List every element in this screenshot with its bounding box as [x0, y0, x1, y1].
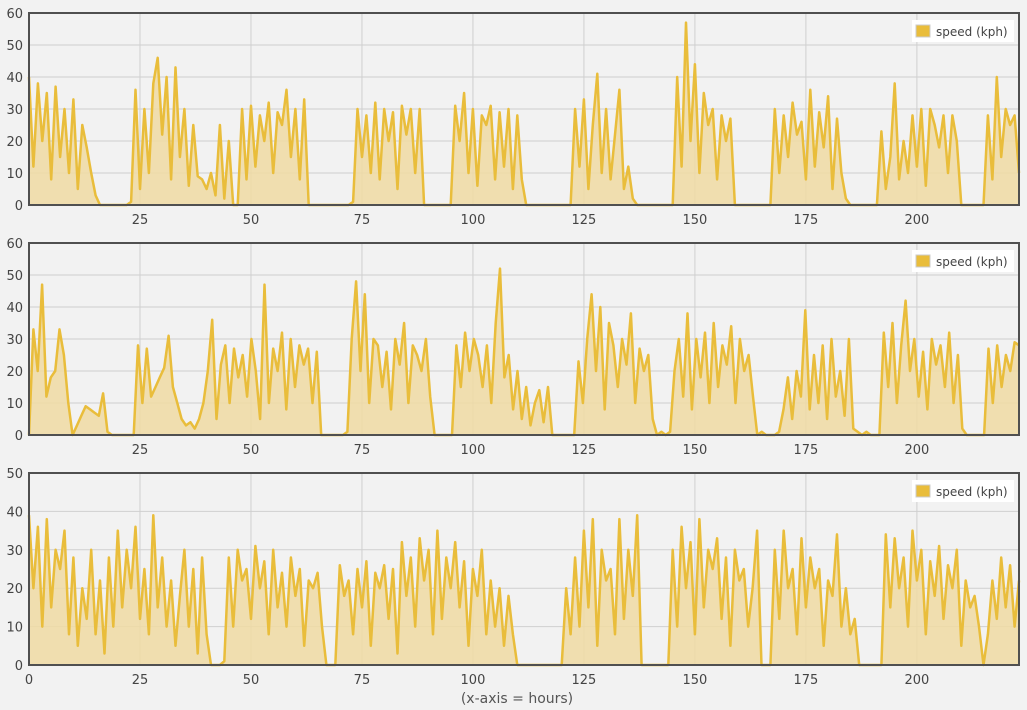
x-tick-label: 125	[572, 213, 597, 228]
legend-label: speed (kph)	[936, 485, 1008, 499]
legend: speed (kph)	[912, 250, 1014, 272]
x-tick-label: 75	[354, 213, 371, 228]
y-tick-label: 40	[6, 71, 23, 86]
legend-swatch	[915, 24, 931, 38]
x-tick-label: 25	[132, 213, 149, 228]
x-tick-label: 100	[461, 673, 486, 688]
y-tick-label: 30	[6, 544, 23, 559]
legend-swatch	[915, 484, 931, 498]
x-tick-label: 0	[25, 673, 33, 688]
x-tick-label: 175	[793, 443, 818, 458]
x-tick-label: 200	[904, 673, 929, 688]
y-tick-label: 40	[6, 505, 23, 520]
plot-frame	[28, 472, 1020, 666]
speed-line	[27, 267, 1020, 437]
x-tick-label: 75	[354, 443, 371, 458]
y-tick-label: 60	[6, 7, 23, 22]
plot-frame	[28, 12, 1020, 206]
legend-label: speed (kph)	[936, 255, 1008, 269]
plot-frame	[28, 242, 1020, 436]
chart-panel-2: 0 10 20 30 40 50 60 25 50 75 100 125 150 175 200 speed …	[6, 237, 1020, 458]
legend: speed (kph)	[912, 480, 1014, 502]
x-axis-label: (x-axis = hours)	[461, 691, 573, 707]
x-tick-label: 150	[683, 213, 708, 228]
x-tick-label: 100	[461, 443, 486, 458]
x-tick-label: 25	[132, 673, 149, 688]
x-tick-label: 150	[683, 443, 708, 458]
speed-area-fill	[29, 22, 1019, 205]
x-tick-label: 75	[354, 673, 371, 688]
x-tick-label: 50	[243, 443, 260, 458]
x-tick-label: 125	[572, 673, 597, 688]
y-tick-label: 20	[6, 365, 23, 380]
y-tick-label: 50	[6, 39, 23, 54]
x-tick-label: 25	[132, 443, 149, 458]
x-tick-label: 125	[572, 443, 597, 458]
x-tick-label: 50	[243, 673, 260, 688]
legend-background	[912, 250, 1014, 272]
y-tick-label: 0	[15, 659, 23, 674]
chart-panel-3: 0 10 20 30 40 50 0 25 50 75 100 125 150 175 200 speed (…	[6, 467, 1021, 688]
legend-label: speed (kph)	[936, 25, 1008, 39]
y-tick-label: 10	[6, 167, 23, 182]
legend-background	[912, 480, 1014, 502]
y-tick-label: 20	[6, 582, 23, 597]
y-tick-label: 50	[6, 467, 23, 482]
y-tick-label: 10	[6, 397, 23, 412]
x-tick-label: 175	[793, 673, 818, 688]
y-tick-label: 0	[15, 199, 23, 214]
y-tick-label: 0	[15, 429, 23, 444]
y-tick-label: 30	[6, 103, 23, 118]
x-tick-label: 200	[904, 443, 929, 458]
x-tick-label: 100	[461, 213, 486, 228]
y-tick-label: 40	[6, 301, 23, 316]
legend: speed (kph)	[912, 20, 1014, 42]
y-tick-label: 30	[6, 333, 23, 348]
y-tick-label: 20	[6, 135, 23, 150]
speed-area-fill	[29, 268, 1019, 435]
legend-swatch	[915, 254, 931, 268]
chart-panel-1: 0 10 20 30 40 50 60 25 50 75 100 125 150 175 200 speed …	[6, 7, 1021, 228]
legend-background	[912, 20, 1014, 42]
y-tick-label: 10	[6, 621, 23, 636]
y-tick-label: 50	[6, 269, 23, 284]
x-tick-label: 150	[683, 673, 708, 688]
x-tick-label: 175	[793, 213, 818, 228]
y-tick-label: 60	[6, 237, 23, 252]
x-tick-label: 50	[243, 213, 260, 228]
speed-area-fill	[29, 515, 1019, 665]
x-tick-label: 200	[904, 213, 929, 228]
